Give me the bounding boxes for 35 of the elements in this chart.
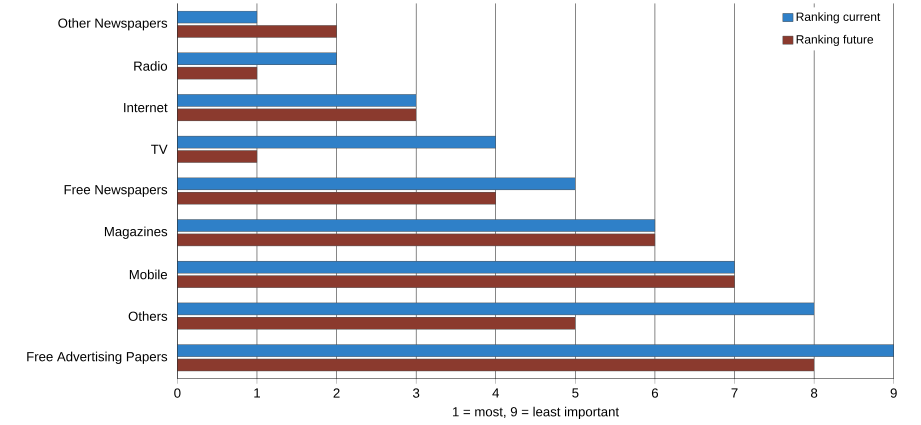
y-tick-label: Others [128, 311, 168, 322]
y-tick-label: Free Newspapers [64, 185, 168, 198]
legend-label: Ranking current [796, 12, 880, 24]
x-tick-label: 6 [652, 388, 658, 398]
y-tick-label: Internet [124, 103, 168, 112]
bar [177, 317, 576, 330]
x-tick-label: 9 [890, 388, 897, 398]
bar [177, 67, 258, 80]
x-tick-label: 4 [492, 388, 500, 398]
x-axis-title: 1 = most, 9 = least important [452, 406, 619, 420]
y-tick-label: Mobile [130, 270, 168, 280]
bar [177, 276, 735, 288]
bar [177, 150, 258, 163]
bar [177, 192, 496, 205]
x-tick-label: 0 [174, 388, 181, 398]
bar [177, 234, 656, 246]
y-tick-label: Magazines [104, 226, 168, 240]
bar [177, 358, 814, 372]
x-tick-label: 8 [811, 388, 818, 398]
y-tick-label: TV [151, 144, 168, 154]
x-tick-label: 7 [732, 388, 738, 398]
bar [177, 52, 337, 66]
x-tick-label: 1 [254, 388, 260, 398]
x-tick-label: 2 [334, 388, 340, 398]
bar [177, 108, 416, 122]
bar [177, 178, 576, 190]
y-tick-label: Radio [134, 61, 168, 71]
legend-label: Ranking future [796, 35, 874, 46]
bar [177, 261, 735, 274]
bar [177, 302, 814, 316]
bar [177, 25, 337, 38]
y-tick-label: Free Advertising Papers [27, 352, 168, 364]
x-tick-label: 5 [572, 388, 578, 398]
x-tick-label: 3 [413, 388, 420, 398]
y-tick-label: Other Newspapers [58, 18, 168, 31]
